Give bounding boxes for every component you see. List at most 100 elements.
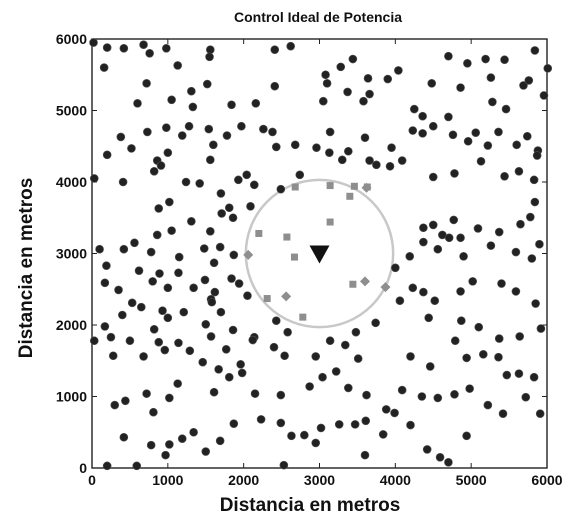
node-point <box>524 76 534 85</box>
node-point <box>142 79 151 88</box>
node-point <box>500 171 509 181</box>
node-point <box>497 279 506 288</box>
node-point <box>397 385 407 395</box>
node-point <box>371 318 380 328</box>
node-point <box>462 353 471 363</box>
in-range-diamond-point <box>360 276 370 287</box>
node-point <box>149 407 158 417</box>
node-point <box>536 324 546 333</box>
x-tick-label: 2000 <box>228 472 259 488</box>
node-point <box>501 104 511 114</box>
node-point <box>462 431 471 441</box>
node-point <box>527 254 537 263</box>
node-point <box>143 127 152 137</box>
node-point <box>279 460 289 470</box>
node-point <box>519 81 528 90</box>
node-point <box>121 396 130 406</box>
node-point <box>154 337 164 347</box>
node-point <box>127 144 136 153</box>
node-point <box>450 169 459 178</box>
node-point <box>419 223 428 233</box>
node-point <box>417 392 427 401</box>
node-point <box>428 220 438 230</box>
node-point <box>535 409 545 418</box>
node-point <box>535 239 544 249</box>
node-point <box>280 351 289 361</box>
in-range-square-point <box>350 182 358 190</box>
node-point <box>283 327 292 337</box>
node-point <box>236 360 245 369</box>
node-point <box>359 96 368 106</box>
in-range-diamond-point <box>361 182 372 193</box>
node-point <box>202 79 212 89</box>
node-point <box>532 151 542 160</box>
in-range-square-point <box>346 192 354 200</box>
x-tick-label: 0 <box>88 472 96 488</box>
node-point <box>119 43 129 53</box>
node-point <box>456 287 465 296</box>
in-range-square-point <box>291 183 299 191</box>
node-point <box>408 126 418 135</box>
node-point <box>242 170 251 180</box>
node-point <box>139 40 148 50</box>
node-point <box>227 274 236 283</box>
y-axis: 0 1000 2000 3000 4000 5000 6000 <box>56 31 547 476</box>
node-point <box>179 307 189 317</box>
node-point <box>214 365 223 374</box>
node-point <box>325 336 335 346</box>
chart-title: Control Ideal de Potencia <box>234 9 402 25</box>
node-point <box>185 346 195 356</box>
node-point <box>152 230 162 240</box>
node-point <box>383 74 393 84</box>
node-point <box>463 136 473 146</box>
node-point <box>406 420 415 430</box>
node-point <box>210 287 220 297</box>
node-point <box>362 390 371 400</box>
node-point <box>201 447 211 456</box>
node-point <box>325 127 335 137</box>
node-point <box>433 393 443 403</box>
node-point <box>234 175 243 185</box>
node-point <box>200 275 210 285</box>
node-point <box>312 143 321 152</box>
node-point <box>154 204 164 213</box>
node-point <box>468 277 477 286</box>
node-point <box>207 297 217 307</box>
node-point <box>526 212 535 222</box>
node-point <box>206 227 215 236</box>
node-point <box>229 419 239 428</box>
node-point <box>198 357 208 367</box>
node-point <box>318 372 327 382</box>
node-point <box>181 177 191 187</box>
node-point <box>162 123 171 132</box>
node-point <box>206 332 216 341</box>
node-point <box>408 283 418 293</box>
node-point <box>174 338 183 348</box>
node-point <box>118 310 127 320</box>
node-point <box>456 83 465 92</box>
in-range-square-point <box>283 233 291 241</box>
node-point <box>325 148 334 157</box>
node-point <box>155 269 164 278</box>
node-point <box>259 124 268 134</box>
node-point <box>397 156 407 165</box>
node-point <box>363 74 373 83</box>
node-point <box>494 352 503 362</box>
y-tick-label: 2000 <box>56 317 87 333</box>
node-point <box>450 336 460 346</box>
node-point <box>106 332 116 342</box>
in-range-square-point <box>290 253 298 261</box>
in-range-square-point <box>255 229 263 237</box>
in-range-square-point <box>299 313 307 321</box>
node-point <box>344 146 353 156</box>
x-tick-label: 5000 <box>456 472 487 488</box>
node-point <box>486 73 496 82</box>
in-range-square-point <box>326 218 334 226</box>
node-point <box>195 179 204 188</box>
node-point <box>539 91 549 100</box>
node-point <box>102 461 112 471</box>
node-point <box>187 86 196 96</box>
node-point <box>321 70 330 80</box>
node-point <box>110 400 120 410</box>
node-point <box>418 129 427 138</box>
